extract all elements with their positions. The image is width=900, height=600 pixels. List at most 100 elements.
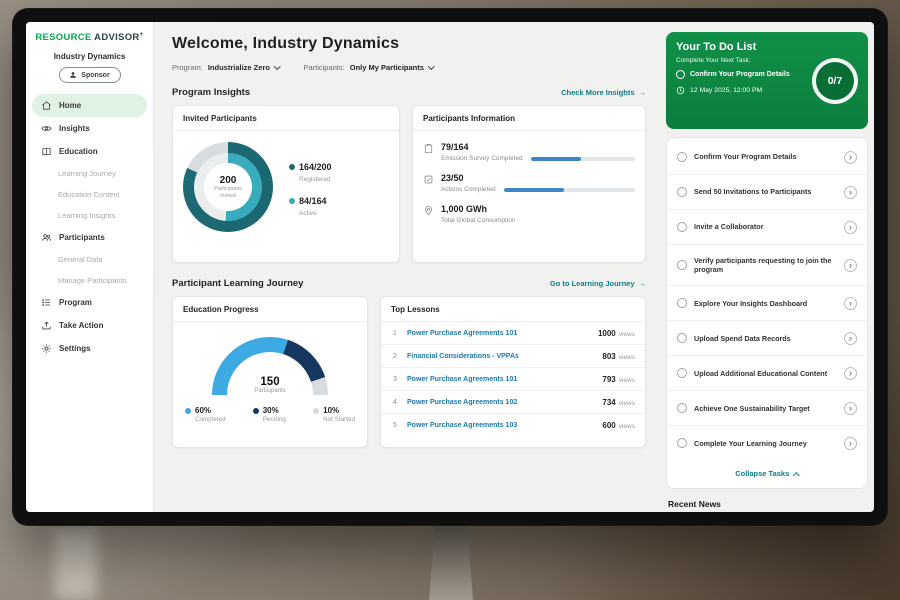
lesson-row[interactable]: 1 Power Purchase Agreements 101 1000 view… (381, 322, 645, 345)
task-checkbox[interactable] (677, 368, 687, 379)
chevron-right-icon[interactable]: › (844, 436, 857, 450)
sidebar-item-general-data[interactable]: General Data (32, 249, 147, 270)
stat-label: Total Global Consumption (441, 217, 516, 224)
chevron-down-icon (427, 63, 435, 70)
lesson-row[interactable]: 3 Power Purchase Agreements 101 793 views (381, 368, 645, 391)
clipboard-icon (424, 143, 433, 154)
legend-active: 84/164 Active (289, 191, 332, 217)
task-row-invite-collaborator[interactable]: Invite a Collaborator › (667, 210, 867, 245)
todo-next-task[interactable]: Confirm Your Program Details (676, 70, 806, 79)
task-checkbox[interactable] (676, 70, 685, 79)
insights-icon (41, 126, 52, 131)
task-checkbox[interactable] (677, 438, 687, 449)
sidebar-item-home[interactable]: Home (32, 94, 147, 118)
task-checkbox[interactable] (677, 403, 687, 414)
task-checkbox[interactable] (677, 222, 687, 232)
location-pin-icon (425, 206, 432, 216)
program-filter-dropdown[interactable]: Program: Industrialize Zero (172, 63, 281, 72)
task-checkbox[interactable] (677, 187, 687, 197)
task-checkbox[interactable] (677, 152, 687, 162)
task-row-complete-learning-journey[interactable]: Complete Your Learning Journey › (667, 426, 867, 460)
legend-label: Registered (299, 176, 331, 183)
donut-center-value: 200 (219, 174, 237, 186)
legend-value: 84/164 (299, 196, 327, 206)
task-row-confirm-program[interactable]: Confirm Your Program Details › (667, 140, 867, 175)
task-label: Upload Additional Educational Content (694, 368, 828, 378)
chevron-right-icon[interactable]: › (844, 366, 857, 380)
collapse-tasks-link[interactable]: Collapse Tasks (667, 460, 867, 486)
todo-task-list: Confirm Your Program Details › Send 50 I… (666, 137, 868, 490)
arrow-right-icon: → (638, 279, 647, 288)
chevron-right-icon[interactable]: › (844, 150, 857, 164)
task-label: Invite a Collaborator (694, 222, 764, 232)
chevron-up-icon (793, 471, 800, 479)
program-insights-cards: Invited Participants 200 Participants In… (172, 105, 646, 263)
lesson-views-value: 600 (602, 420, 616, 430)
sidebar-item-education[interactable]: Education (32, 140, 147, 163)
lesson-title-link[interactable]: Power Purchase Agreements 101 (407, 375, 518, 383)
task-label: Confirm Your Program Details (694, 152, 797, 162)
lesson-row[interactable]: 2 Financial Considerations - VPPAs 803 vi… (381, 345, 645, 368)
chevron-right-icon[interactable]: › (844, 220, 857, 234)
lesson-row[interactable]: 4 Power Purchase Agreements 102 734 views (381, 391, 645, 414)
participants-information-card: Participants Information 79/164 Emission… (412, 105, 646, 263)
chevron-right-icon[interactable]: › (844, 401, 857, 415)
sidebar-item-take-action[interactable]: Take Action (32, 314, 147, 337)
stat-value: 23/50 (441, 173, 464, 183)
task-row-upload-spend-data[interactable]: Upload Spend Data Records › (667, 321, 867, 357)
link-label: Check More Insights (561, 88, 635, 97)
sidebar-item-settings[interactable]: Settings (32, 337, 147, 360)
task-row-upload-educational-content[interactable]: Upload Additional Educational Content › (667, 356, 867, 392)
sidebar-item-participants[interactable]: Participants (32, 226, 147, 249)
legend-dot (289, 198, 295, 204)
go-to-learning-journey-link[interactable]: Go to Learning Journey → (550, 279, 646, 288)
participants-filter-dropdown[interactable]: Participants: Only My Participants (303, 63, 435, 72)
task-label: Explore Your Insights Dashboard (694, 298, 808, 308)
sidebar-item-manage-participants[interactable]: Manage Participants (32, 270, 147, 291)
sidebar-item-insights[interactable]: Insights (32, 117, 147, 140)
lesson-rank: 1 (393, 329, 397, 337)
task-row-verify-participants[interactable]: Verify participants requesting to join t… (667, 245, 867, 287)
sidebar-item-education-content[interactable]: Education Content (32, 184, 147, 205)
legend-dot (289, 164, 295, 170)
lesson-views-label: views (618, 422, 635, 430)
invited-participants-card: Invited Participants 200 Participants In… (172, 105, 400, 263)
checklist-icon (424, 175, 433, 184)
chevron-right-icon[interactable]: › (844, 296, 857, 310)
sidebar-item-label: Insights (59, 124, 90, 134)
chevron-right-icon[interactable]: › (844, 258, 857, 272)
legend-label: Active (299, 210, 317, 217)
chevron-right-icon[interactable]: › (844, 331, 857, 345)
check-more-insights-link[interactable]: Check More Insights → (561, 88, 646, 97)
task-row-explore-insights[interactable]: Explore Your Insights Dashboard › (667, 286, 867, 322)
sponsor-icon (70, 72, 77, 78)
task-row-achieve-target[interactable]: Achieve One Sustainability Target › (667, 391, 867, 427)
sidebar: RESOURCE ADVISOR+ Industry Dynamics Spon… (26, 22, 154, 512)
task-checkbox[interactable] (677, 298, 687, 309)
lesson-row[interactable]: 5 Power Purchase Agreements 103 600 views (381, 414, 645, 436)
lesson-views-label: views (618, 376, 635, 384)
recent-news-heading: Recent News (668, 499, 721, 510)
education-gauge-chart: 150 Participants (212, 337, 328, 395)
sidebar-item-label: Settings (59, 344, 91, 354)
task-row-send-invitations[interactable]: Send 50 Invitations to Participants › (667, 175, 867, 210)
sidebar-subitem-label: Manage Participants (58, 276, 127, 286)
task-checkbox[interactable] (677, 260, 687, 271)
lesson-title-link[interactable]: Power Purchase Agreements 102 (407, 398, 518, 406)
stat-label: Emission Survey Completed (441, 155, 523, 162)
chevron-right-icon[interactable]: › (844, 185, 857, 199)
sidebar-item-learning-journey[interactable]: Learning Journey (32, 163, 147, 184)
sidebar-item-learning-insights[interactable]: Learning Insights (32, 205, 147, 226)
sidebar-item-program[interactable]: Program (32, 291, 147, 314)
link-label: Go to Learning Journey (549, 279, 635, 288)
lesson-title-link[interactable]: Power Purchase Agreements 101 (407, 329, 518, 337)
legend-percent: 30% (262, 406, 279, 415)
legend-percent: 60% (195, 406, 212, 415)
lesson-title-link[interactable]: Financial Considerations - VPPAs (407, 352, 519, 360)
task-checkbox[interactable] (677, 333, 687, 344)
progress-fill (530, 156, 581, 161)
lesson-title-link[interactable]: Power Purchase Agreements 103 (407, 421, 518, 429)
gauge-legend-completed: 60% Completed (185, 406, 225, 423)
legend-label: Pending (262, 416, 286, 423)
list-icon (42, 299, 51, 307)
